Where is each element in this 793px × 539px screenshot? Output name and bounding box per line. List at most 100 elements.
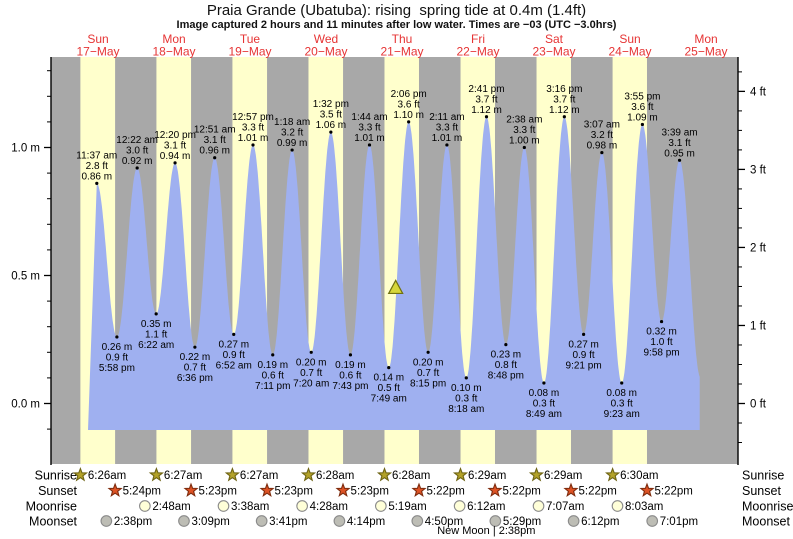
tide-extreme-label-line: 3.1 ft [668, 138, 690, 149]
tide-extreme-dot [387, 366, 391, 370]
tide-extreme-dot [290, 148, 294, 152]
sunrise-row-label-left: Sunrise [35, 469, 77, 483]
sunrise-time: 6:28am [392, 470, 430, 482]
tide-extreme-label-line: 1.12 m [471, 105, 502, 116]
day-date: 18−May [152, 45, 195, 59]
tide-extreme-label-line: 1.01 m [354, 133, 385, 144]
tide-extreme-label-line: 0.9 ft [223, 350, 245, 361]
tide-extreme-label-line: 0.6 ft [262, 370, 284, 381]
sunrise-star-icon [300, 467, 317, 482]
tide-extreme-label-line: 0.22 m [180, 352, 211, 363]
tide-extreme-label: 1:18 am 3.2 ft 0.99 m [274, 117, 310, 149]
tide-extreme-label-line: 0.35 m [141, 319, 172, 330]
tide-extreme-label-line: 1:32 pm [313, 99, 349, 110]
tide-extreme-label-line: 3:39 am [661, 127, 697, 138]
tide-extreme-label-line: 1.09 m [627, 112, 658, 123]
left-axis-tick-label: 0.0 m [11, 399, 40, 411]
tide-extreme-label-line: 0.99 m [277, 138, 308, 149]
sunrise-star-icon [72, 467, 89, 482]
tide-extreme-label-line: 11:37 am [76, 150, 117, 161]
tide-extreme-label: 0.32 m 1.0 ft 9:58 pm [643, 327, 679, 359]
tide-extreme-label: 0.08 m 0.3 ft 9:23 am [604, 388, 640, 420]
tide-extreme-dot [407, 120, 411, 124]
tide-extreme-label-line: 0.9 ft [106, 352, 128, 363]
tide-extreme-dot [213, 156, 217, 160]
tide-extreme-label: 1:32 pm 3.5 ft 1.06 m [313, 99, 349, 131]
tide-extreme-label: 0.23 m 0.8 ft 8:48 pm [488, 350, 524, 382]
tide-extreme-label-line: 9:21 pm [566, 360, 602, 371]
tide-extreme-label: 0.10 m 0.3 ft 8:18 am [448, 383, 484, 415]
moonrise-circle-icon [453, 500, 466, 512]
sunrise-star-icon [605, 467, 621, 482]
tide-extreme-label: 0.35 m 1.1 ft 6:22 am [138, 319, 174, 351]
tide-extreme-dot [620, 381, 624, 385]
right-axis-tick-label: 3 ft [750, 164, 767, 176]
tide-extreme-label: 0.20 m 0.7 ft 8:15 pm [410, 357, 446, 389]
sunrise-star-icon [376, 467, 393, 482]
tide-extreme-label-line: 0.23 m [491, 350, 522, 361]
sunrise-time: 6:27am [240, 470, 278, 482]
moonset-time: 3:09pm [191, 516, 229, 528]
tide-extreme-label: 2:06 pm 3.6 ft 1.10 m [391, 89, 427, 121]
tide-extreme-label-line: 12:20 pm [154, 130, 196, 141]
tide-extreme-label-line: 12:51 am [194, 125, 236, 136]
sunset-star-icon [639, 482, 655, 497]
moonrise-row-label-right: Moonrise [742, 500, 793, 514]
tide-extreme-label: 0.22 m 0.7 ft 6:36 pm [177, 352, 213, 384]
tide-curve-area [88, 116, 700, 431]
tide-extreme-label: 2:38 am 3.3 ft 1.00 m [506, 115, 542, 147]
tide-extreme-label-line: 2:38 am [506, 115, 542, 126]
tide-extreme-label-line: 8:48 pm [488, 371, 524, 382]
tide-extreme-label: 3:39 am 3.1 ft 0.95 m [661, 127, 697, 159]
sunrise-time: 6:28am [316, 470, 354, 482]
tide-extreme-label-line: 0.3 ft [611, 399, 633, 410]
moonrise-circle-icon [532, 500, 545, 512]
tide-extreme-label: 12:20 pm 3.1 ft 0.94 m [154, 130, 196, 162]
moonset-row-label-left: Moonset [29, 515, 77, 529]
tide-extreme-label-line: 3.2 ft [281, 128, 303, 139]
day-name: Sun [619, 32, 640, 46]
tide-extreme-dot [600, 151, 604, 155]
tide-extreme-label-line: 1:18 am [274, 117, 310, 128]
moonset-time: 4:50pm [425, 516, 463, 528]
tide-extreme-label-line: 0.10 m [451, 383, 482, 394]
sunset-time: 5:23pm [275, 486, 313, 498]
tide-extreme-label-line: 0.20 m [296, 357, 327, 368]
tide-extreme-dot [504, 343, 508, 347]
tide-extreme-dot [445, 143, 449, 147]
tide-extreme-label: 0.26 m 0.9 ft 5:58 pm [99, 342, 135, 374]
tide-extreme-label-line: 12:22 am [116, 135, 158, 146]
tide-extreme-dot [659, 319, 664, 324]
tide-extreme-label-line: 3.3 ft [358, 122, 380, 133]
moonrise-time: 8:03am [625, 501, 663, 513]
tide-extreme-label-line: 0.6 ft [339, 370, 361, 381]
moonrise-circle-icon [139, 500, 151, 512]
moonset-circle-icon [567, 515, 580, 527]
moonrise-time: 7:07am [546, 501, 584, 513]
tide-extreme-label-line: 0.95 m [664, 148, 695, 159]
tide-extreme-label-line: 0.8 ft [495, 360, 517, 371]
tide-extreme-label-line: 5:58 pm [99, 363, 135, 374]
tide-extreme-label: 0.08 m 0.3 ft 8:49 am [526, 388, 562, 420]
day-date: 21−May [380, 45, 423, 59]
sunrise-star-icon [528, 467, 545, 482]
sunrise-row-label-right: Sunrise [742, 469, 784, 483]
sunset-time: 5:22pm [578, 486, 616, 498]
tide-extreme-label: 2:41 pm 3.7 ft 1.12 m [468, 84, 504, 116]
tide-extreme-dot [582, 332, 586, 336]
tide-extreme-label-line: 9:23 am [604, 409, 640, 420]
sunset-star-icon [107, 482, 123, 497]
tide-extreme-label-line: 1.06 m [316, 120, 347, 131]
tide-extreme-label-line: 0.86 m [81, 171, 112, 182]
tide-extreme-label-line: 3.3 ft [436, 122, 458, 133]
tide-extreme-label-line: 0.14 m [373, 373, 404, 384]
tide-extreme-label-line: 8:15 pm [410, 378, 446, 389]
tide-extreme-label-line: 0.96 m [199, 146, 230, 157]
tide-extreme-dot [329, 130, 333, 134]
sunset-row-label-left: Sunset [38, 484, 77, 498]
day-label: Sun 17−May [76, 32, 119, 59]
tide-extreme-dot [115, 335, 119, 339]
moonrise-time: 3:38am [231, 501, 269, 513]
tide-extreme-label-line: 7:43 pm [332, 381, 368, 392]
tide-extreme-label-line: 3.0 ft [126, 145, 148, 156]
